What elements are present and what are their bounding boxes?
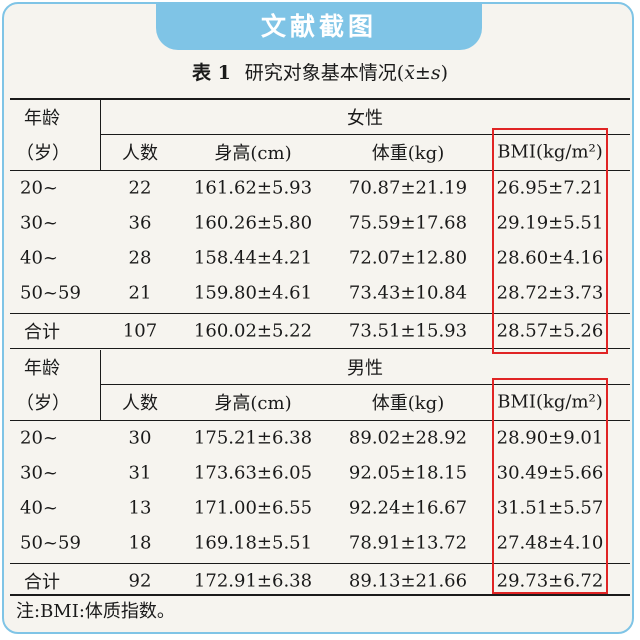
height-cell: 173.63±6.05 — [193, 462, 313, 484]
bmi-cell: 28.60±4.16 — [496, 247, 604, 269]
count-cell: 21 — [128, 282, 152, 304]
weight-cell: 75.59±17.68 — [348, 212, 468, 234]
weight-cell: 89.02±28.92 — [348, 427, 468, 449]
count-cell: 28 — [128, 247, 152, 269]
age-cell: 40~ — [20, 247, 58, 269]
height-cell: 161.62±5.93 — [193, 177, 313, 199]
table-title-close: ) — [440, 62, 449, 84]
total-weight: 89.13±21.66 — [348, 570, 468, 592]
total-weight: 73.51±15.93 — [348, 320, 468, 342]
height-cell: 169.18±5.51 — [193, 532, 313, 554]
height-cell: 159.80±4.61 — [193, 282, 313, 304]
count-cell: 31 — [128, 462, 152, 484]
weight-cell: 92.24±16.67 — [348, 497, 468, 519]
header-bottom-rule — [10, 170, 630, 171]
age-column-divider — [100, 100, 101, 170]
age-header: 年龄 — [24, 358, 60, 379]
total-divider-rule — [10, 313, 630, 314]
age-cell: 30~ — [20, 212, 58, 234]
bmi-cell: 31.51±5.57 — [496, 497, 604, 519]
age-cell: 20~ — [20, 427, 58, 449]
table-bottom-rule — [10, 594, 630, 596]
section-divider-rule — [10, 348, 630, 349]
weight-cell: 92.05±18.15 — [348, 462, 468, 484]
total-divider-rule — [10, 563, 630, 564]
height-cell: 160.26±5.80 — [193, 212, 313, 234]
total-height: 160.02±5.22 — [193, 320, 313, 342]
total-bmi: 29.73±6.72 — [496, 570, 604, 592]
bmi-highlight-box — [492, 128, 608, 354]
group-header-underline — [100, 384, 630, 385]
height-cell: 171.00±6.55 — [193, 497, 313, 519]
count-cell: 13 — [128, 497, 152, 519]
group-title: 女性 — [347, 108, 383, 129]
height-cell: 175.21±6.38 — [193, 427, 313, 449]
count-cell: 30 — [128, 427, 152, 449]
height-header: 身高(cm) — [214, 143, 292, 164]
age-unit-header: （岁） — [16, 393, 70, 414]
height-cell: 158.44±4.21 — [193, 247, 313, 269]
bmi-highlight-box — [492, 378, 608, 594]
age-cell: 50~59 — [20, 532, 81, 554]
bmi-cell: 29.19±5.51 — [496, 212, 604, 234]
total-count: 92 — [128, 570, 152, 592]
age-header: 年龄 — [24, 108, 60, 129]
stat-notation: x̄±s — [404, 62, 441, 84]
count-cell: 22 — [128, 177, 152, 199]
age-column-divider — [100, 350, 101, 420]
total-count: 107 — [122, 320, 158, 342]
weight-cell: 70.87±21.19 — [348, 177, 468, 199]
table-title: 研究对象基本情况( — [244, 62, 405, 84]
banner-title: 文献截图 — [156, 4, 482, 50]
table-caption: 表 1 研究对象基本情况(x̄±s) — [0, 58, 640, 85]
bmi-cell: 28.72±3.73 — [496, 282, 604, 304]
table-number: 表 1 — [191, 62, 231, 84]
age-cell: 50~59 — [20, 282, 81, 304]
age-unit-header: （岁） — [16, 143, 70, 164]
weight-header: 体重(kg) — [371, 393, 445, 414]
total-bmi: 28.57±5.26 — [496, 320, 604, 342]
total-height: 172.91±6.38 — [193, 570, 313, 592]
group-title: 男性 — [347, 358, 383, 379]
bmi-cell: 28.90±9.01 — [496, 427, 604, 449]
bmi-header: BMI(kg/m²) — [497, 141, 603, 163]
total-label: 合计 — [24, 572, 60, 593]
count-header: 人数 — [122, 393, 158, 414]
weight-header: 体重(kg) — [371, 143, 445, 164]
bmi-header: BMI(kg/m²) — [497, 391, 603, 413]
count-header: 人数 — [122, 143, 158, 164]
weight-cell: 73.43±10.84 — [348, 282, 468, 304]
weight-cell: 78.91±13.72 — [348, 532, 468, 554]
table-footnote: 注:BMI:体质指数。 — [16, 601, 175, 622]
weight-cell: 72.07±12.80 — [348, 247, 468, 269]
group-header-underline — [100, 134, 630, 135]
age-cell: 40~ — [20, 497, 58, 519]
age-cell: 30~ — [20, 462, 58, 484]
bmi-cell: 30.49±5.66 — [496, 462, 604, 484]
count-cell: 36 — [128, 212, 152, 234]
header-bottom-rule — [10, 420, 630, 421]
count-cell: 18 — [128, 532, 152, 554]
table-top-rule — [10, 98, 630, 100]
total-label: 合计 — [24, 322, 60, 343]
document-frame — [2, 2, 634, 634]
age-cell: 20~ — [20, 177, 58, 199]
height-header: 身高(cm) — [214, 393, 292, 414]
bmi-cell: 26.95±7.21 — [496, 177, 604, 199]
bmi-cell: 27.48±4.10 — [496, 532, 604, 554]
